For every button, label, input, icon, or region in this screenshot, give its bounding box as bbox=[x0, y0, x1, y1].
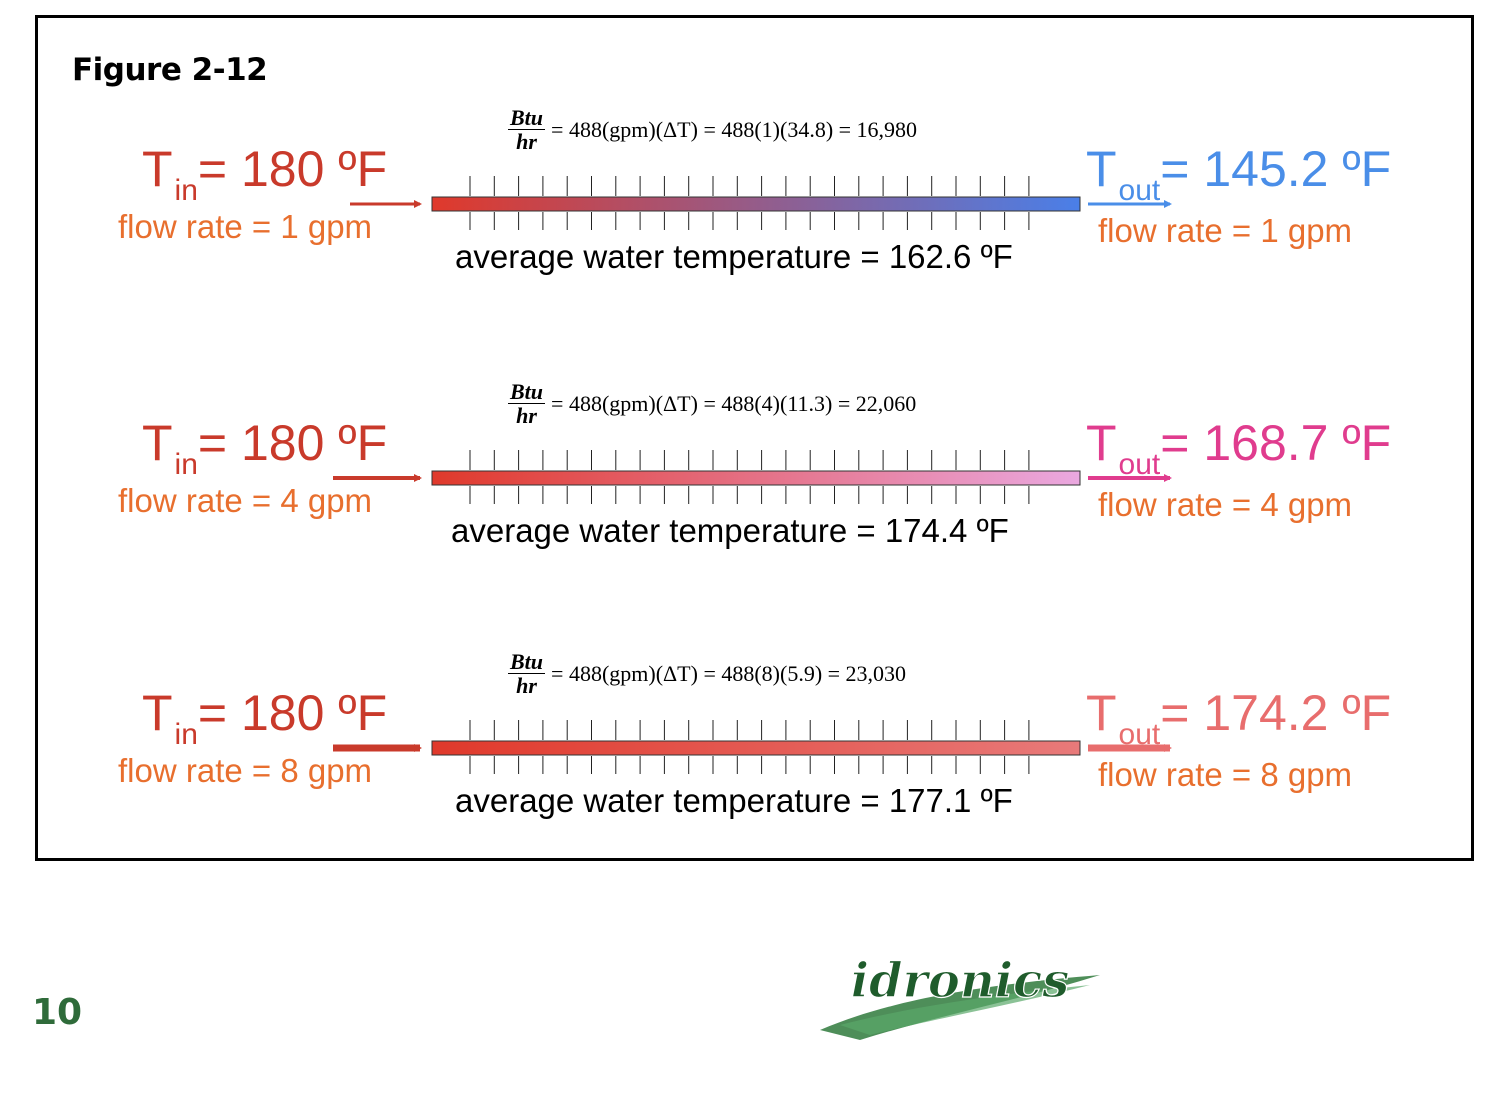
svg-text:idronics: idronics bbox=[851, 953, 1069, 1009]
flow-rate-out: flow rate = 1 gpm bbox=[1098, 212, 1353, 249]
flow-rate-in: flow rate = 1 gpm bbox=[118, 208, 373, 245]
heat-equation: Btu hr = 488(gpm)(ΔT) = 488(4)(11.3) = 22… bbox=[508, 379, 917, 429]
flow-rate-in: flow rate = 4 gpm bbox=[118, 482, 373, 519]
t-in-label: Tin= 180 ºF bbox=[142, 685, 388, 751]
heat-equation: Btu hr = 488(gpm)(ΔT) = 488(1)(34.8) = 16… bbox=[508, 105, 918, 155]
figure-title: Figure 2-12 bbox=[72, 52, 268, 88]
idronics-logo: idronics bbox=[820, 952, 1100, 1040]
flow-rate-out: flow rate = 8 gpm bbox=[1098, 756, 1353, 793]
tube-diagram bbox=[350, 176, 1172, 230]
page-number: 10 bbox=[32, 992, 83, 1033]
row-1: Tin= 180 ºF flow rate = 1 gpm Btu hr = 48… bbox=[0, 106, 1510, 310]
row-2: Tin= 180 ºF flow rate = 4 gpm Btu hr = 48… bbox=[0, 380, 1510, 584]
flow-rate-out: flow rate = 4 gpm bbox=[1098, 486, 1353, 523]
flow-rate-in: flow rate = 8 gpm bbox=[118, 752, 373, 789]
average-temperature: average water temperature = 177.1 ºF bbox=[455, 782, 1013, 819]
average-temperature: average water temperature = 174.4 ºF bbox=[451, 512, 1009, 549]
tube-diagram bbox=[333, 450, 1172, 504]
average-temperature: average water temperature = 162.6 ºF bbox=[455, 238, 1013, 275]
heat-tube bbox=[431, 196, 1081, 212]
t-in-label: Tin= 180 ºF bbox=[142, 415, 388, 481]
heat-tube bbox=[431, 740, 1081, 756]
heat-tube bbox=[431, 470, 1081, 486]
t-out-label: Tout= 145.2 ºF bbox=[1086, 141, 1392, 207]
t-in-label: Tin= 180 ºF bbox=[142, 141, 388, 207]
figure-frame bbox=[35, 15, 1474, 861]
row-3: Tin= 180 ºF flow rate = 8 gpm Btu hr = 48… bbox=[0, 650, 1510, 854]
heat-equation: Btu hr = 488(gpm)(ΔT) = 488(8)(5.9) = 23,… bbox=[508, 649, 907, 699]
t-out-label: Tout= 174.2 ºF bbox=[1086, 685, 1392, 751]
t-out-label: Tout= 168.7 ºF bbox=[1086, 415, 1392, 481]
tube-diagram bbox=[333, 720, 1172, 774]
